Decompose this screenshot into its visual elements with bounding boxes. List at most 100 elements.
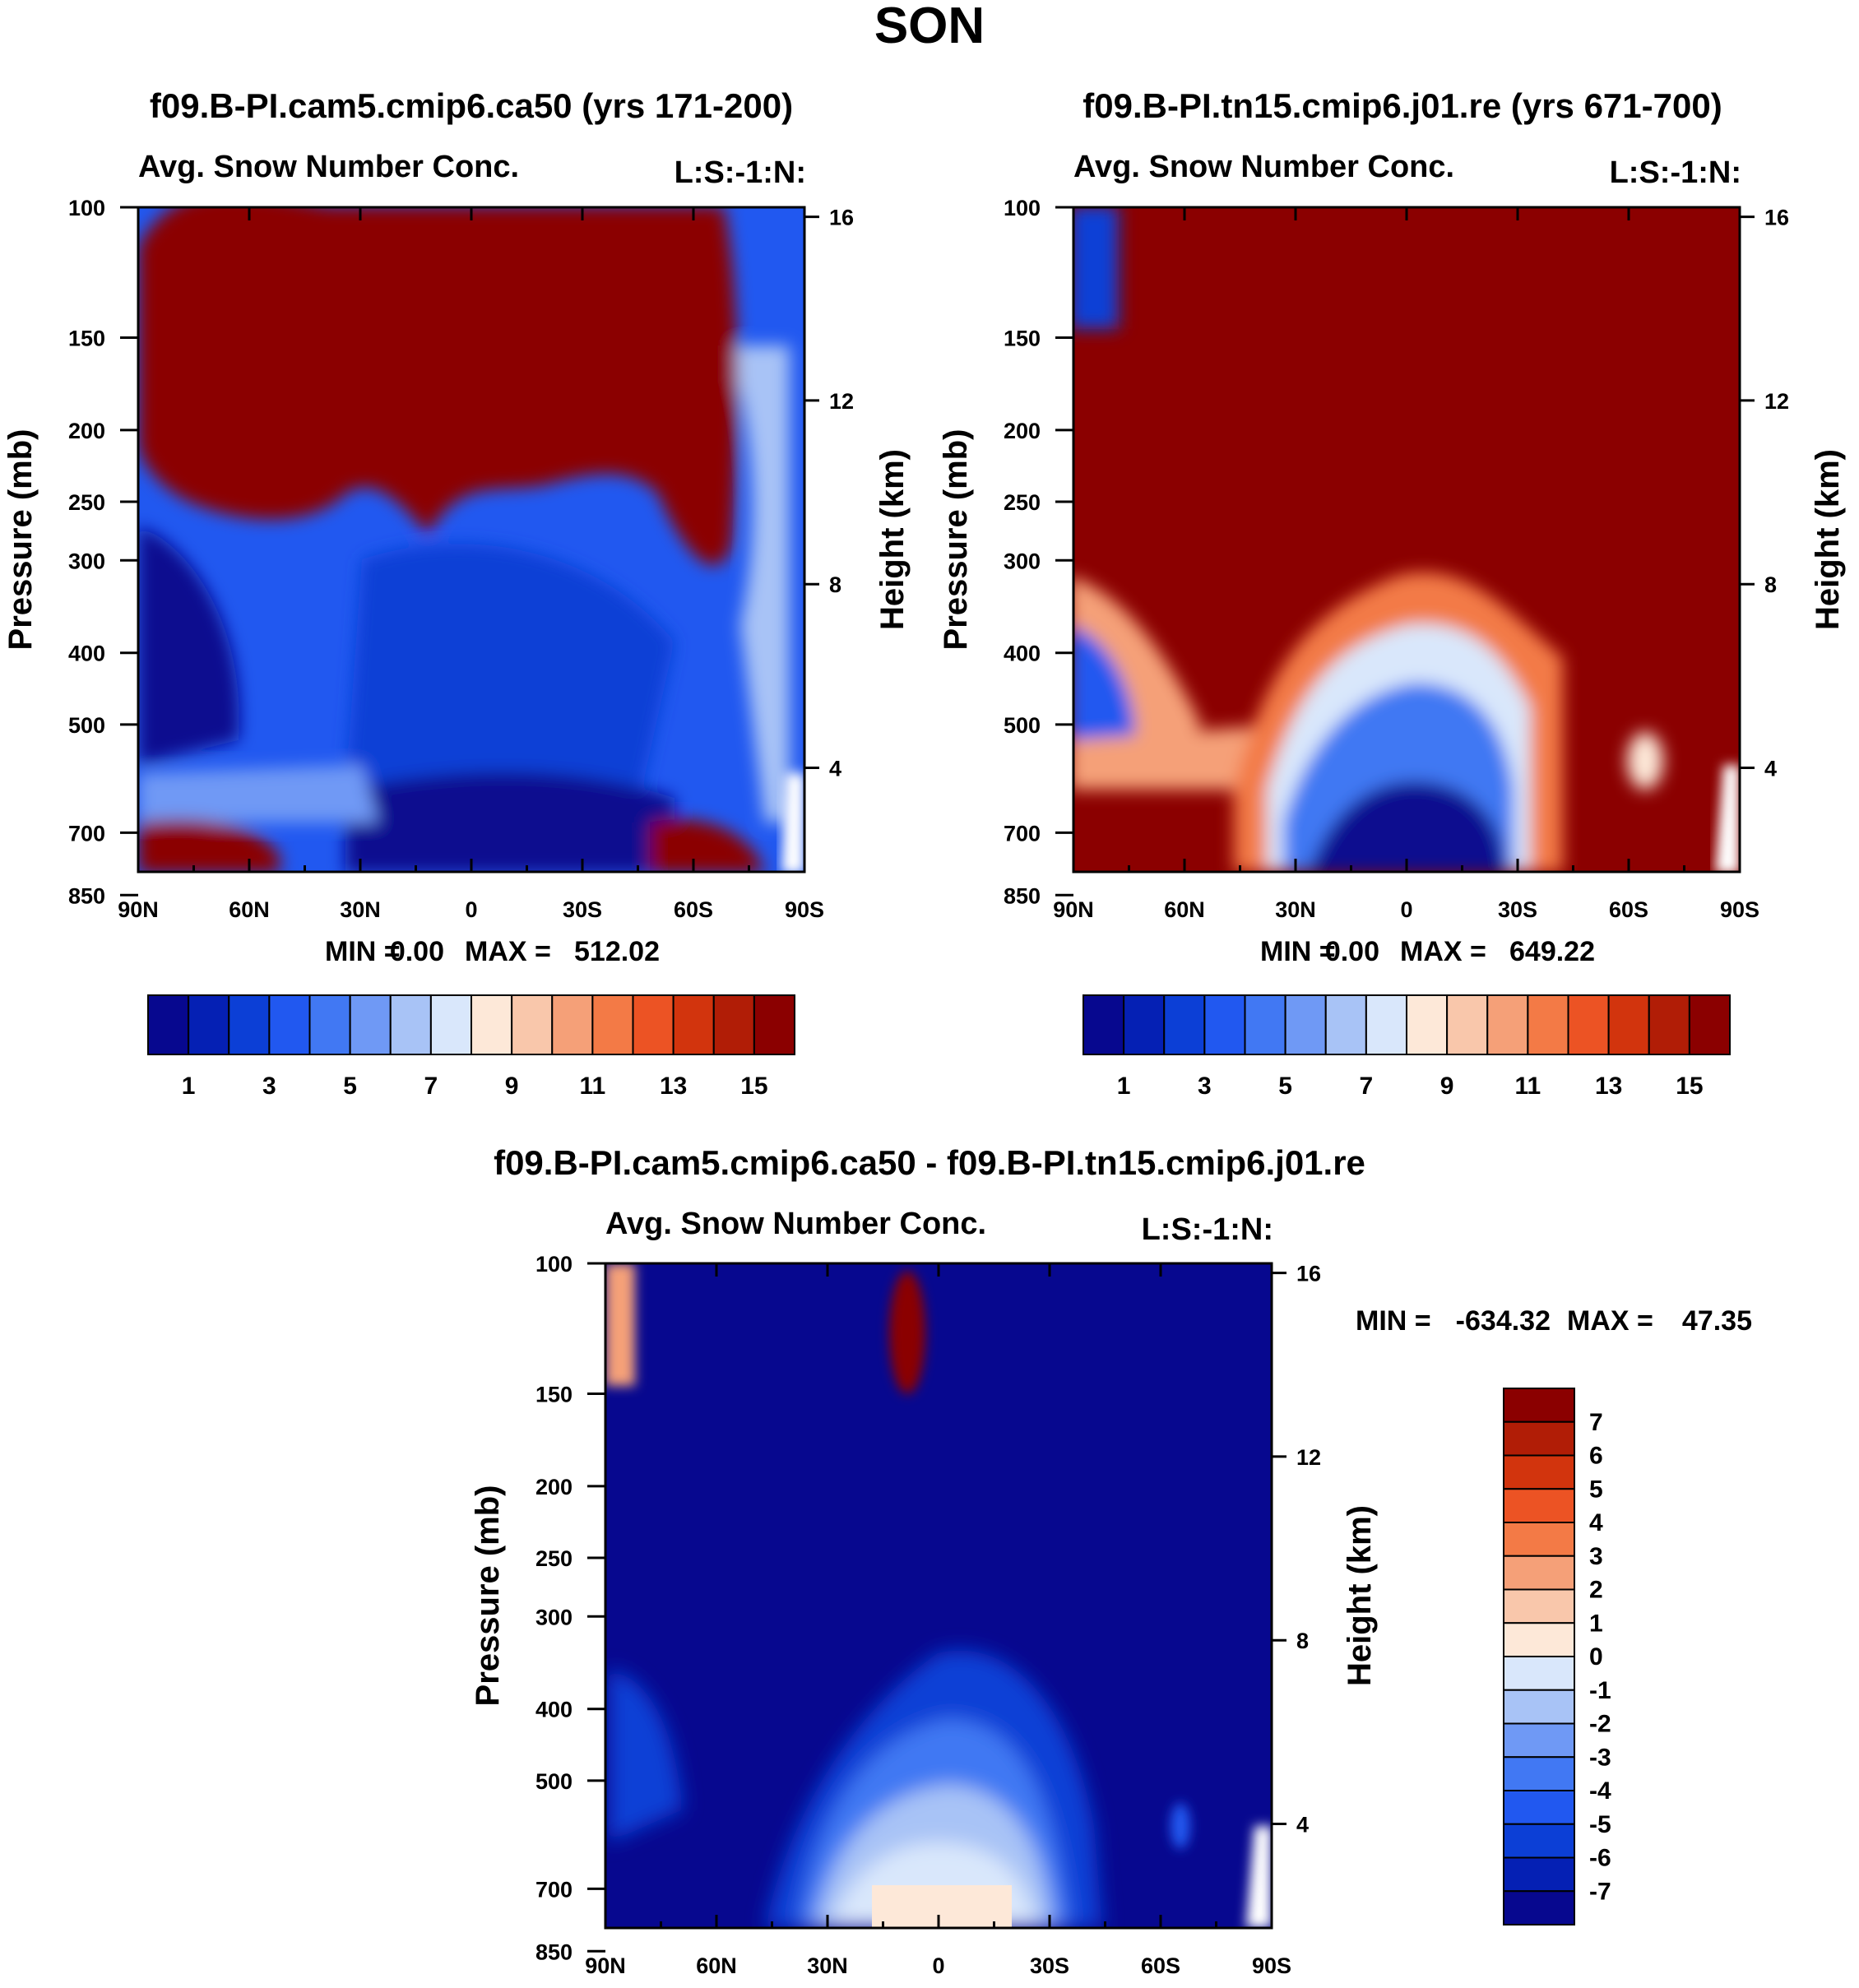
panel-2-light-band	[1073, 724, 1291, 790]
panel-3-colorbar-cell	[1503, 1689, 1575, 1725]
panel-2-min-value: 0.00	[1325, 936, 1379, 967]
panel-1-colorbar-label: 7	[424, 1073, 438, 1100]
panel-2-y2-tick-label: 8	[1764, 572, 1777, 597]
panel-2-y-tick-label: 100	[1004, 196, 1041, 220]
panel-2-colorbar-cell	[1607, 994, 1650, 1055]
panel-3-max-value: 47.35	[1682, 1305, 1752, 1337]
panel-3-y-tick-label: 850	[535, 1939, 573, 1964]
panel-3-title: f09.B-PI.cam5.cmip6.ca50 - f09.B-PI.tn15…	[494, 1143, 1365, 1182]
panel-2-y-tick-label: 700	[1004, 821, 1041, 846]
panel-2-blue-left	[1073, 626, 1135, 772]
panel-3-subtitle-left: Avg. Snow Number Conc.	[605, 1207, 986, 1241]
panel-3-colorbar-label: -6	[1589, 1845, 1611, 1872]
panel-1-dark-blob-mid	[345, 544, 675, 790]
panel-3-colorbar-cell	[1503, 1388, 1575, 1423]
panel-3-y2-tick-label: 8	[1296, 1629, 1309, 1653]
panel-1-colorbar-cell	[349, 994, 392, 1055]
panel-2-core-dome	[1308, 781, 1505, 872]
panel-2-y-tick-label: 250	[1004, 490, 1041, 515]
panel-1-y2-tick-label: 12	[829, 389, 854, 414]
panel-1-colorbar-label: 1	[182, 1073, 196, 1100]
panel-3-colorbar-label: 3	[1589, 1543, 1603, 1570]
panel-2-colorbar-label: 15	[1676, 1073, 1703, 1100]
panel-2-x-tick-label: 60N	[1164, 897, 1205, 922]
panel-2-x-tick-label: 30S	[1498, 897, 1537, 922]
figure-title: SON	[874, 0, 985, 54]
panel-2-y2-tick-label: 16	[1764, 206, 1789, 230]
panel-1-y2label: Height (km)	[874, 449, 911, 630]
panel-2-colorbar-cell	[1163, 994, 1206, 1055]
panel-2-colorbar-label: 13	[1595, 1073, 1622, 1100]
panel-3-y2-tick-label: 16	[1296, 1262, 1321, 1286]
panel-1-y-tick-label: 400	[68, 642, 105, 666]
panel-3-colorbar-label: -4	[1589, 1777, 1611, 1805]
panel-2-colorbar-label: 9	[1440, 1073, 1454, 1100]
panel-2-colorbar-cell	[1123, 994, 1166, 1055]
panel-2-x-tick-label: 0	[1400, 897, 1412, 922]
panel-1-y2-tick-label: 8	[829, 572, 841, 597]
panel-1-colorbar-cell	[389, 994, 432, 1055]
panel-1-colorbar-label: 5	[343, 1073, 357, 1100]
panel-3-colorbar-label: 7	[1589, 1409, 1603, 1436]
panel-1-x-tick-label: 60S	[674, 897, 713, 922]
panel-3-colorbar-cell	[1503, 1555, 1575, 1591]
panel-1-colorbar: 1 3 5 7 9 11 13 15	[147, 994, 795, 1100]
panel-1-white-wedge	[781, 773, 804, 872]
panel-2-colorbar-cell	[1365, 994, 1407, 1055]
panel-2-y-tick-label: 300	[1004, 549, 1041, 573]
panel-3-colorbar-cell	[1503, 1823, 1575, 1859]
panel-1-x-tick-label: 30S	[563, 897, 602, 922]
panel-2-colorbar: 1 3 5 7 9 11 13 15	[1082, 994, 1731, 1100]
panel-1-colorbar-cell	[471, 994, 513, 1055]
panel-3-y-tick-label: 150	[535, 1382, 573, 1406]
panel-1-colorbar-label: 13	[660, 1073, 687, 1100]
panel-3-y-tick-label: 200	[535, 1475, 573, 1499]
panel-1-y-tick-label: 850	[68, 883, 105, 908]
panel-1-colorbar-cell	[228, 994, 271, 1055]
panel-2-max-label: MAX =	[1400, 936, 1486, 967]
panel-3: f09.B-PI.cam5.cmip6.ca50 - f09.B-PI.tn15…	[470, 1143, 1752, 1978]
panel-2-colorbar-label: 5	[1278, 1073, 1292, 1100]
panel-1-colorbar-cell	[712, 994, 755, 1055]
panel-1-y2-tick-label: 16	[829, 206, 854, 230]
panel-1-min-label: MIN =	[325, 936, 401, 967]
panel-1-light-band	[138, 765, 378, 823]
panel-2-colorbar-cell	[1688, 994, 1731, 1055]
panel-3-colorbar: 7 6 5 4 3 2 1 0 -1 -2 -3 -4 -5 -6 -7	[1503, 1388, 1611, 1925]
panel-1-dark-lower	[345, 772, 675, 872]
panel-3-x-tick-label: 90S	[1252, 1953, 1291, 1978]
panel-2-y2label: Height (km)	[1810, 449, 1846, 630]
panel-1-dark-blob-left	[138, 526, 239, 765]
panel-3-x-tick-label: 90N	[585, 1953, 626, 1978]
panel-3-y-tick-label: 100	[535, 1252, 573, 1277]
panel-1-x-tick-label: 90N	[118, 897, 159, 922]
panel-2-colorbar-cell	[1486, 994, 1529, 1055]
panel-3-colorbar-cell	[1503, 1722, 1575, 1759]
panel-3-y-tick-label: 500	[535, 1769, 573, 1794]
panel-1-y2-tick-label: 4	[829, 757, 841, 781]
panel-2-hot-spot	[1627, 732, 1663, 790]
panel-3-y-tick-label: 700	[535, 1877, 573, 1902]
panel-1-axes: 90N 60N 30N 0 30S 60S 90S 100 150 200 250 300 400 500…	[2, 196, 911, 922]
panel-2-colorbar-cell	[1406, 994, 1449, 1055]
panel-2-x-tick-label: 90S	[1720, 897, 1759, 922]
panel-3-colorbar-cell	[1503, 1488, 1575, 1523]
panel-1-field	[138, 207, 804, 872]
panel-2-colorbar-cell	[1324, 994, 1367, 1055]
panel-2-ylabel: Pressure (mb)	[938, 429, 974, 651]
panel-3-ylabel: Pressure (mb)	[470, 1485, 506, 1707]
panel-1-colorbar-cell	[188, 994, 230, 1055]
panel-2-subtitle-left: Avg. Snow Number Conc.	[1073, 150, 1454, 184]
panel-3-white-wedge	[1246, 1826, 1272, 1928]
panel-3-colorbar-label: 1	[1589, 1610, 1603, 1637]
panel-3-y-tick-label: 300	[535, 1605, 573, 1629]
panel-3-x-tick-label: 30S	[1030, 1953, 1069, 1978]
panel-1-x-tick-label: 90S	[785, 897, 824, 922]
panel-3-colorbar-cell	[1503, 1454, 1575, 1490]
panel-2-min-label: MIN =	[1260, 936, 1336, 967]
panel-3-colorbar-label: -3	[1589, 1744, 1611, 1771]
panel-1-y-tick-label: 250	[68, 490, 105, 515]
panel-3-left-column	[609, 1670, 683, 1842]
panel-3-colorbar-cell	[1503, 1756, 1575, 1791]
